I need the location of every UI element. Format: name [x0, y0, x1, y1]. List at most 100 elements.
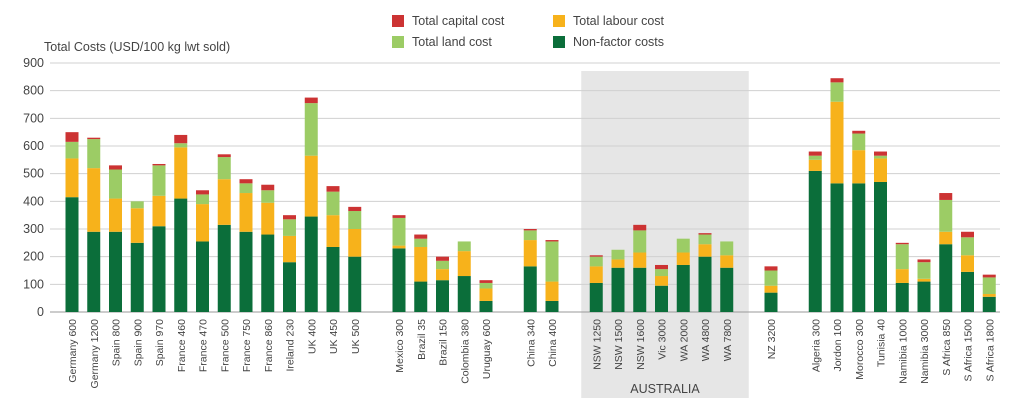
x-tick-label: S Africa 850: [941, 319, 953, 376]
bar-segment: [87, 139, 101, 169]
bar-segment: [655, 276, 668, 286]
y-tick-label: 200: [23, 250, 44, 264]
legend-label-nonfactor: Non-factor costs: [573, 35, 665, 49]
bar-segment: [348, 229, 362, 257]
bar-segment: [939, 193, 953, 200]
bar-segment: [239, 231, 253, 312]
bar-segment: [720, 255, 734, 268]
bar-segment: [611, 249, 625, 260]
bar-segment: [174, 147, 188, 199]
bar-segment: [87, 231, 101, 312]
bar-segment: [698, 233, 712, 235]
bar-segment: [392, 215, 406, 218]
legend-item-capital: Total capital cost: [392, 14, 504, 28]
australia-group-label: AUSTRALIA: [630, 382, 700, 396]
bar-segment: [764, 270, 778, 286]
bar-segment: [895, 244, 909, 270]
bar-segment: [808, 170, 822, 312]
bar-segment: [982, 296, 996, 312]
bar-segment: [720, 267, 734, 312]
bar-segment: [961, 255, 974, 272]
bar-segment: [152, 163, 166, 166]
bar-segment: [326, 246, 340, 312]
bar-segment: [414, 281, 428, 312]
x-tick-label: Algeria 300: [810, 319, 822, 372]
bar-segment: [65, 158, 79, 198]
bar-segment: [939, 199, 953, 232]
bar-segment: [874, 151, 887, 156]
bar-segment: [196, 241, 209, 312]
bar-segment: [676, 252, 690, 265]
bar-segment: [109, 165, 122, 170]
bar-segment: [589, 282, 603, 312]
bar-segment: [633, 230, 647, 253]
bar-segment: [261, 202, 275, 235]
x-tick-label: UK 500: [350, 319, 362, 354]
bar-segment: [174, 198, 188, 312]
y-axis-title: Total Costs (USD/100 kg lwt sold): [44, 40, 231, 54]
y-tick-label: 900: [23, 56, 44, 70]
bar-segment: [939, 244, 953, 312]
x-tick-label: France 460: [176, 319, 188, 372]
legend-swatch-land: [392, 36, 404, 48]
bar-segment: [633, 224, 647, 231]
y-tick-label: 300: [23, 222, 44, 236]
bar-segment: [764, 266, 778, 271]
x-tick-label: WA 4800: [700, 319, 712, 361]
bar-segment: [217, 224, 231, 312]
bar-segment: [174, 134, 188, 144]
bar-segment: [895, 282, 909, 312]
bar-segment: [217, 154, 231, 158]
bar-segment: [457, 241, 471, 252]
bar-segment: [479, 300, 493, 312]
x-tick-label: Jordon 100: [832, 319, 844, 372]
x-tick-label: Vic 3000: [657, 319, 669, 360]
bar-segment: [457, 251, 471, 277]
bar-segment: [261, 190, 275, 203]
x-tick-label: Namibia 1000: [897, 319, 909, 384]
y-tick-label: 0: [37, 305, 44, 319]
x-tick-label: Brazil 35: [416, 319, 428, 360]
bar-segment: [196, 204, 209, 242]
bar-segment: [961, 231, 974, 238]
bar-segment: [764, 285, 778, 293]
bar-segment: [436, 280, 449, 312]
legend-label-capital: Total capital cost: [412, 14, 505, 28]
bar-segment: [982, 294, 996, 297]
bar-segment: [939, 231, 953, 245]
y-tick-label: 800: [23, 84, 44, 98]
bar-segment: [917, 281, 931, 312]
bar-segment: [479, 280, 493, 283]
bar-segment: [109, 198, 122, 232]
bar-segment: [109, 231, 122, 312]
bar-segment: [830, 183, 844, 312]
x-tick-label: S Africa 1800: [984, 319, 996, 382]
bar-segment: [982, 274, 996, 278]
bar-segment: [917, 278, 931, 282]
bar-segment: [830, 78, 844, 83]
bar-segment: [130, 201, 144, 209]
bar-segment: [808, 159, 822, 171]
bar-segment: [545, 281, 559, 301]
bar-segment: [982, 277, 996, 295]
bar-segment: [589, 255, 603, 257]
x-tick-label: Germany 1200: [89, 319, 101, 389]
legend-swatch-nonfactor: [553, 36, 565, 48]
bar-segment: [87, 137, 101, 140]
bar-segment: [698, 234, 712, 245]
x-tick-label: NSW 1500: [613, 319, 625, 370]
bar-segment: [917, 259, 931, 263]
bar-segment: [239, 183, 253, 194]
bar-segment: [436, 256, 449, 261]
bar-segment: [348, 256, 362, 312]
bar-segment: [479, 282, 493, 289]
bar-segment: [348, 211, 362, 229]
bar-segment: [633, 252, 647, 268]
bar-segment: [392, 245, 406, 249]
x-tick-label: Uruguay 600: [481, 319, 493, 379]
bar-segment: [414, 246, 428, 282]
bar-segment: [874, 155, 887, 159]
bar-segment: [545, 240, 559, 242]
bar-segment: [611, 259, 625, 268]
